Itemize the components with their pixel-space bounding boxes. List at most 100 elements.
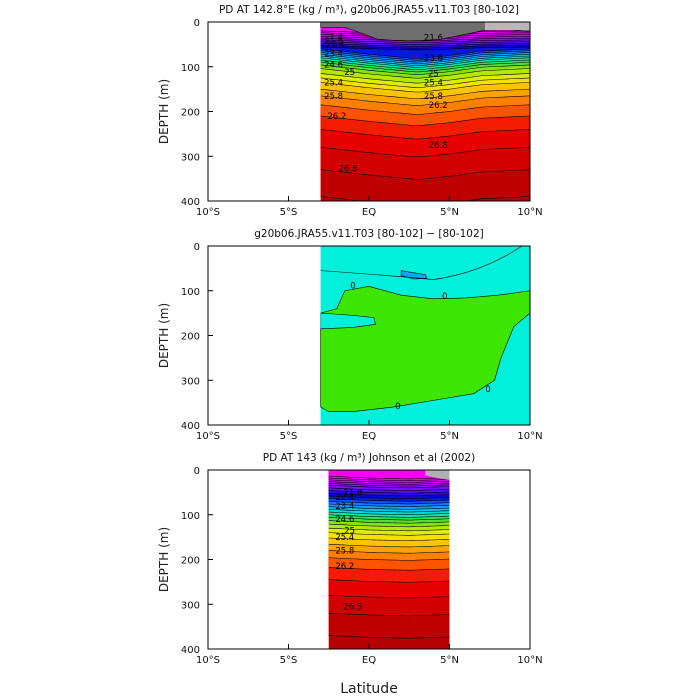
contour-label: 21.8 [343,488,362,498]
contour-label: 25.4 [424,78,443,88]
density-contour-line [328,501,450,505]
panel-2-y-axis-label: DEPTH (m) [157,303,171,368]
density-contour-line [320,55,530,66]
density-contour-line [328,517,450,521]
contour-label: 21.4 [324,34,343,44]
density-contour-line [320,169,530,180]
density-contour-line [320,147,530,158]
y-tick-label: 400 [181,197,200,208]
light-water-cap [425,470,450,480]
density-contour-line [320,48,530,59]
density-contour-line [328,532,450,536]
y-tick-label: 400 [181,645,200,656]
density-contour-line [328,537,450,541]
density-contour-line [328,595,450,599]
contour-label: 23.6 [424,54,443,64]
panel-2-plot-content: 0 0 0 0 [320,246,530,425]
x-tick-label: 5°S [280,655,298,666]
density-contour-line [320,129,530,140]
y-tick-label: 100 [181,63,200,74]
panel-1-y-ticks: 0 100 200 300 400 [181,18,213,208]
contour-label: 26.2 [429,101,448,111]
x-tick-label: 10°S [196,655,220,666]
y-tick-label: 400 [181,421,200,432]
density-contour-line [320,59,530,70]
density-contour-line [328,492,450,497]
panel-2: g20b06.JRA55.v11.T03 [80-102] − [80-102]… [157,228,543,442]
contour-label: 24.6 [335,515,354,525]
panel-1-y-axis-label: DEPTH (m) [157,79,171,144]
panel-3-title: PD AT 143 (kg / m³) Johnson et al (2002) [263,452,475,464]
y-tick-label: 100 [181,287,200,298]
panel-3: PD AT 143 (kg / m³) Johnson et al (2002)… [157,452,543,666]
density-contour-line [328,557,450,561]
x-tick-label: 5°N [440,207,459,218]
x-tick-label: EQ [362,655,376,666]
density-contour-line [320,50,530,61]
panel-3-y-ticks: 0 100 200 300 400 [181,466,213,656]
contour-label: 0 [485,385,490,395]
y-tick-label: 0 [194,466,200,477]
panel-2-x-ticks: 10°S 5°S EQ 5°N 10°N [196,420,543,442]
x-tick-label: 10°S [196,207,220,218]
contour-label: 0 [350,281,355,291]
density-contour-line [320,77,530,88]
contour-label: 22.4 [335,493,354,503]
density-contour-line [328,527,450,532]
density-contour-line [328,483,450,487]
light-water-cap-secondary [484,22,530,31]
panel-1-plot-content: 21.421.622.423.424.62525.425.826.226.821… [320,22,530,201]
contour-label: 0 [395,402,400,412]
y-tick-label: 300 [181,152,200,163]
density-contour-line [328,477,450,481]
contour-label: 25.8 [324,92,343,102]
density-contour-line [320,52,530,63]
contour-label: 26.2 [335,562,354,572]
density-contour-line [328,487,450,491]
y-tick-label: 200 [181,332,200,343]
panel-1-x-ticks: 10°S 5°S EQ 5°N 10°N [196,196,543,218]
contour-label: 26.8 [429,141,448,151]
density-contour-line [328,550,450,554]
contour-label: 25 [344,526,355,536]
contour-label: 0 [442,292,447,302]
y-tick-label: 200 [181,108,200,119]
density-contour-line [320,88,530,100]
density-contour-line [328,506,450,510]
contour-label: 22.4 [326,40,345,50]
contour-label: 21.6 [424,34,443,44]
density-contour-line [320,61,530,73]
contour-label: 25.4 [324,78,343,88]
contour-label: 25.4 [335,533,354,543]
y-tick-label: 300 [181,376,200,387]
y-tick-label: 300 [181,600,200,611]
x-tick-label: EQ [362,207,376,218]
density-contour-line [328,612,450,617]
density-contour-line [328,484,450,489]
density-contour-line [328,495,450,499]
density-contour-line [328,520,450,524]
contour-label: 21.6 [324,37,343,47]
figure-x-axis-label: Latitude [340,681,398,697]
x-tick-label: EQ [362,431,376,442]
contour-label: 25 [344,68,355,78]
contour-label: 25.8 [335,547,354,557]
density-contour-line [320,196,530,201]
x-tick-label: 10°S [196,431,220,442]
contour-label: 26.5 [343,602,362,612]
panel-1-title: PD AT 142.8°E (kg / m³), g20b06.JRA55.v1… [219,4,519,16]
contour-label: 23.4 [324,49,343,59]
density-contour-line [320,53,530,65]
density-contour-line [320,41,530,45]
x-tick-label: 10°N [517,655,542,666]
x-tick-label: 5°S [280,207,298,218]
difference-contour-line [320,246,523,280]
density-contour-line [320,115,530,126]
x-tick-label: 10°N [517,431,542,442]
density-contour-line [328,475,450,480]
difference-notch [320,312,376,330]
contour-label: 26.2 [327,112,346,122]
density-contour-line [320,82,530,93]
